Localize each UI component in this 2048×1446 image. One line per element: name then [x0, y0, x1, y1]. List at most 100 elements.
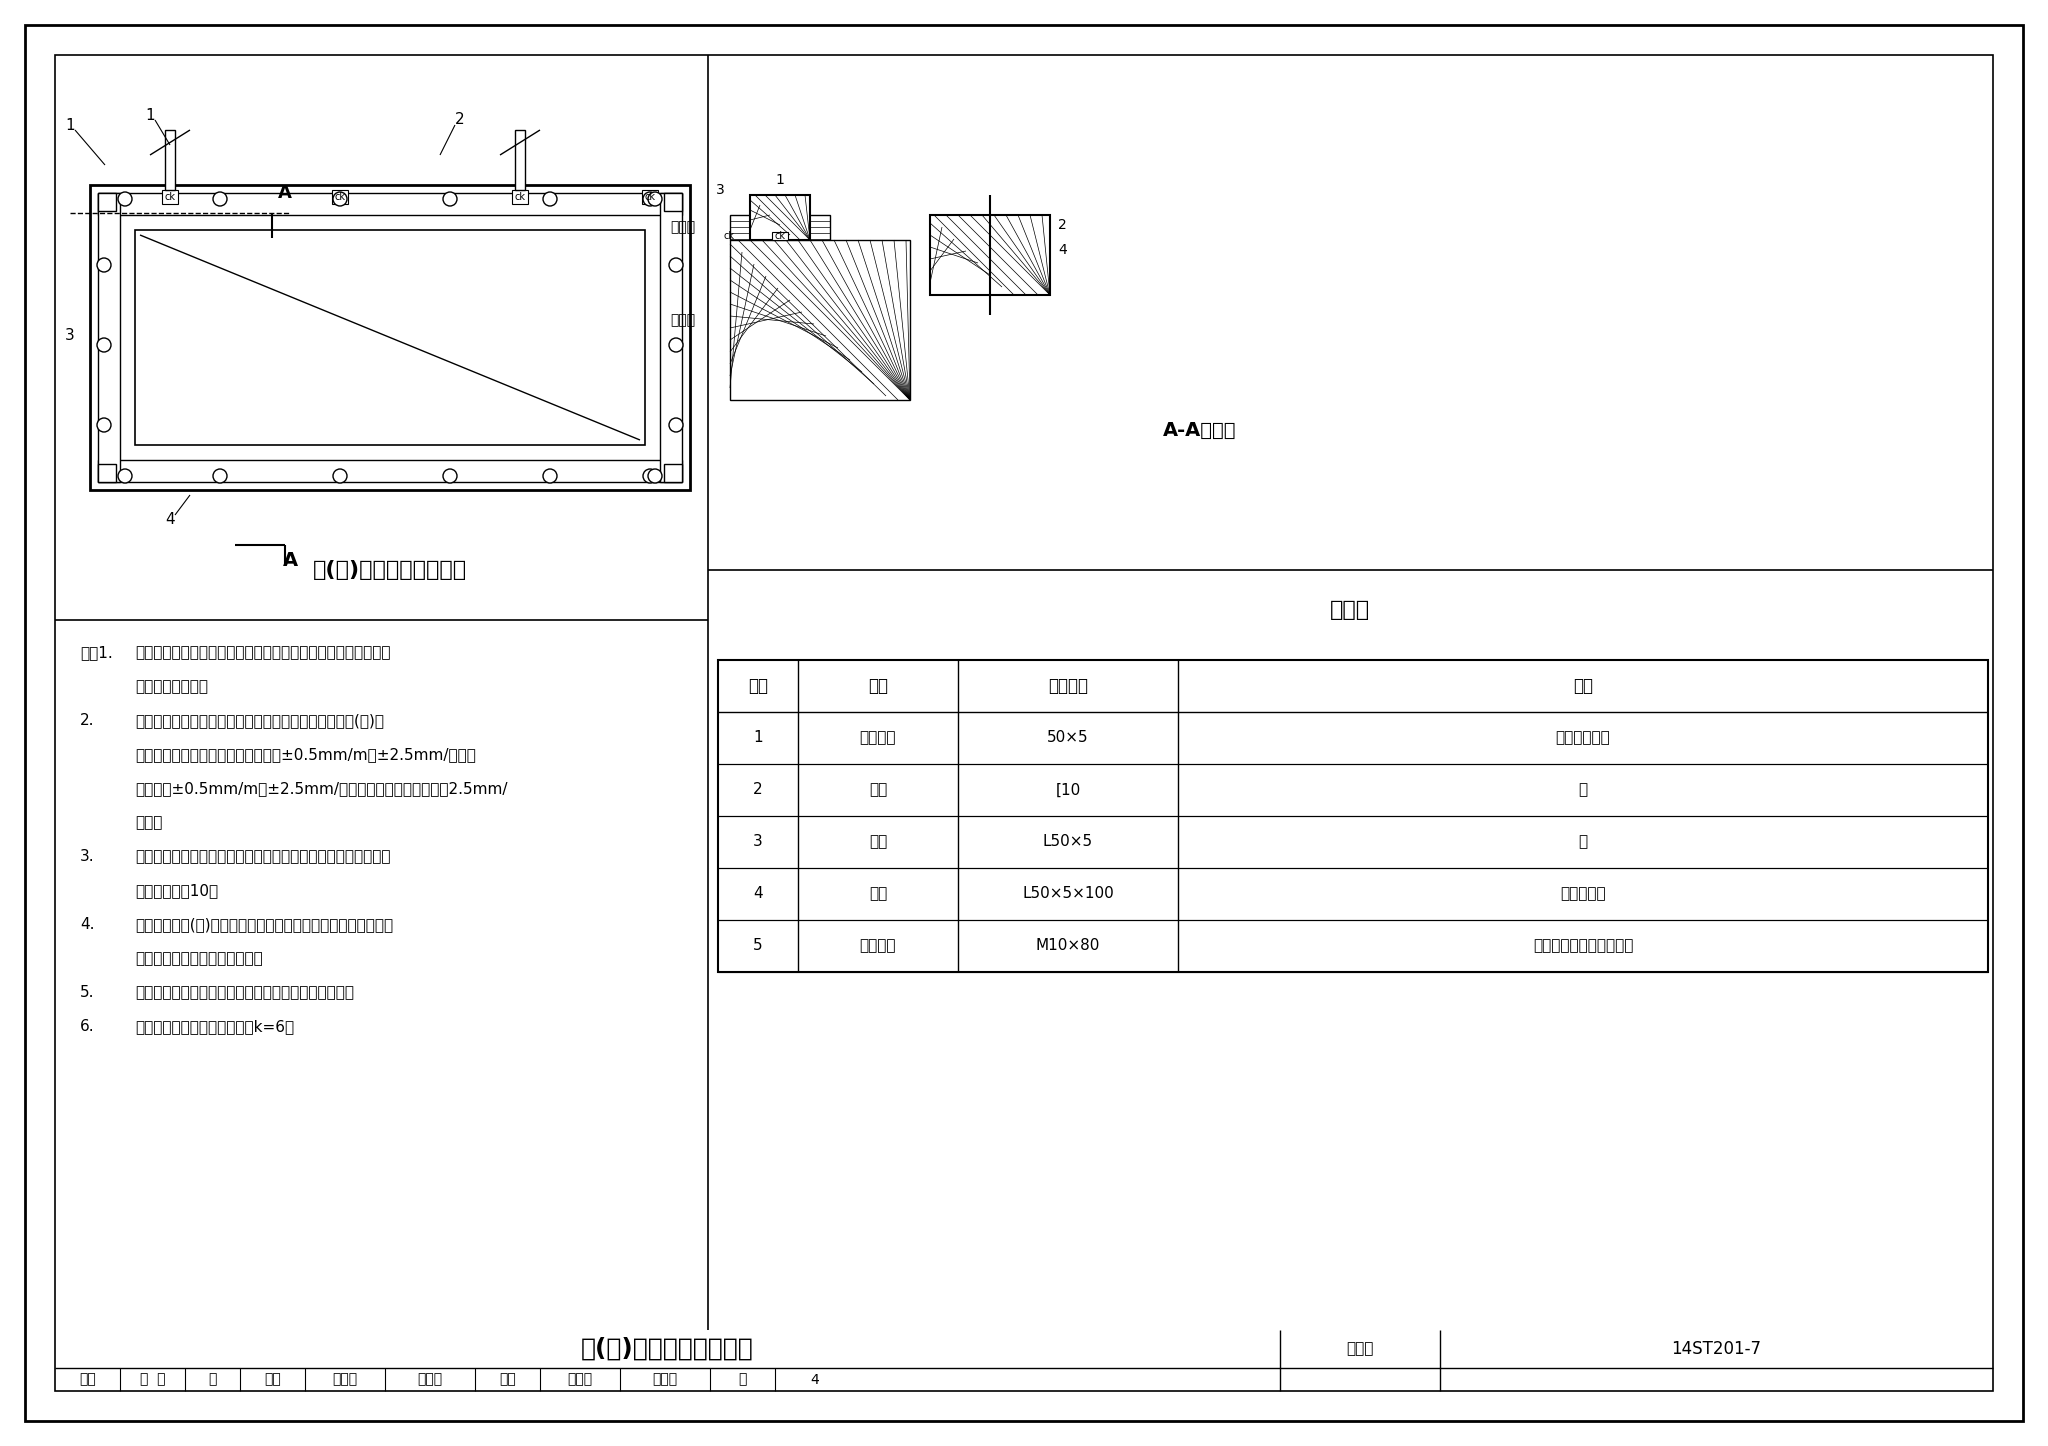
Bar: [729, 215, 829, 240]
Circle shape: [643, 192, 657, 205]
Text: 3: 3: [66, 327, 76, 343]
Text: 符，允许正负偏差应符合：不直度：±0.5mm/m、±2.5mm/全长，: 符，允许正负偏差应符合：不直度：±0.5mm/m、±2.5mm/全长，: [135, 748, 475, 762]
Text: 5: 5: [754, 938, 762, 953]
Text: 页: 页: [739, 1372, 748, 1387]
Text: 3.: 3.: [80, 849, 94, 865]
Text: 槽钢: 槽钢: [868, 782, 887, 798]
Bar: [98, 460, 682, 482]
Text: 3: 3: [717, 184, 725, 197]
Circle shape: [213, 192, 227, 205]
Bar: [98, 464, 117, 482]
Text: ck: ck: [164, 192, 176, 202]
Text: 基础型钢应有明显的可靠接地，金属框门应以铜软线与接地的金: 基础型钢应有明显的可靠接地，金属框门应以铜软线与接地的金: [135, 645, 391, 659]
Text: 蔡志刚: 蔡志刚: [332, 1372, 358, 1387]
Circle shape: [643, 469, 657, 483]
Text: 50×5: 50×5: [1047, 730, 1090, 746]
Text: 2: 2: [754, 782, 762, 798]
Text: 规格型号: 规格型号: [1049, 677, 1087, 696]
Text: L50×5: L50×5: [1042, 834, 1094, 849]
Text: 属框架可靠连接。: 属框架可靠连接。: [135, 680, 209, 694]
Text: 4: 4: [754, 886, 762, 901]
Text: 角钢: 角钢: [868, 834, 887, 849]
Text: 4: 4: [166, 512, 174, 528]
Text: 校对: 校对: [264, 1372, 281, 1387]
Text: [10: [10: [1055, 782, 1081, 798]
Text: 1: 1: [754, 730, 762, 746]
Text: 固定预埋件: 固定预埋件: [1561, 886, 1606, 901]
Text: 基础型钢安装后，其顶部标高在产品技术文件中没有要求时，宜: 基础型钢安装后，其顶部标高在产品技术文件中没有要求时，宜: [135, 849, 391, 865]
Bar: [659, 192, 682, 482]
Text: 蔡志刚: 蔡志刚: [418, 1372, 442, 1387]
Text: ck: ck: [645, 192, 655, 202]
Text: M10×80: M10×80: [1036, 938, 1100, 953]
Bar: [98, 192, 117, 211]
Text: 6.: 6.: [80, 1019, 94, 1034]
Text: 柜(屏)基础预埋件俯视图: 柜(屏)基础预埋件俯视图: [313, 560, 467, 580]
Text: 5.: 5.: [80, 985, 94, 1001]
Text: 设计: 设计: [500, 1372, 516, 1387]
Text: ck: ck: [334, 192, 346, 202]
Text: 王  磊: 王 磊: [139, 1372, 166, 1387]
Circle shape: [670, 257, 682, 272]
Text: 4.: 4.: [80, 917, 94, 933]
Text: 柜(屏)基础预埋件安装图: 柜(屏)基础预埋件安装图: [582, 1338, 754, 1361]
Text: 引至接地干线: 引至接地干线: [1556, 730, 1610, 746]
Circle shape: [670, 418, 682, 432]
Text: 材料表: 材料表: [1329, 600, 1370, 620]
Text: 名称: 名称: [868, 677, 889, 696]
Text: 控制、保护柜(屏)和自动装置盘等与基础型钢不宜焊接固定，应: 控制、保护柜(屏)和自动装置盘等与基础型钢不宜焊接固定，应: [135, 917, 393, 933]
Circle shape: [647, 469, 662, 483]
Bar: [664, 192, 682, 211]
Text: 基础型钢应按设计图纸或设备尺寸制作，其尺寸应与柜(屏)相: 基础型钢应按设计图纸或设备尺寸制作，其尺寸应与柜(屏)相: [135, 713, 385, 727]
Text: 接地扁钢: 接地扁钢: [860, 730, 897, 746]
Text: ck: ck: [774, 231, 786, 241]
Text: －: －: [1579, 782, 1587, 798]
Circle shape: [670, 338, 682, 351]
Text: ck: ck: [725, 231, 735, 241]
Text: 1: 1: [145, 107, 156, 123]
Circle shape: [213, 469, 227, 483]
Circle shape: [96, 257, 111, 272]
Text: A: A: [279, 184, 293, 202]
Text: 4: 4: [1059, 243, 1067, 257]
Bar: [772, 231, 788, 240]
Text: 结构层: 结构层: [670, 312, 694, 327]
Bar: [750, 195, 811, 240]
Text: 角钢: 角钢: [868, 886, 887, 901]
Bar: [719, 659, 1989, 972]
Text: 高出抹平地面10。: 高出抹平地面10。: [135, 884, 219, 898]
Text: 4: 4: [811, 1372, 819, 1387]
Text: 封彬彬: 封彬彬: [653, 1372, 678, 1387]
Bar: [641, 189, 657, 204]
Circle shape: [119, 192, 131, 205]
Text: 2: 2: [1059, 218, 1067, 231]
Circle shape: [543, 192, 557, 205]
Circle shape: [96, 418, 111, 432]
Circle shape: [647, 192, 662, 205]
Text: 1: 1: [66, 117, 76, 133]
Text: ck: ck: [514, 192, 526, 202]
Circle shape: [96, 338, 111, 351]
Text: 审核: 审核: [80, 1372, 96, 1387]
Text: L50×5×100: L50×5×100: [1022, 886, 1114, 901]
Text: －: －: [1579, 834, 1587, 849]
Text: 封彬彬: 封彬彬: [567, 1372, 592, 1387]
Bar: [162, 189, 178, 204]
Circle shape: [442, 469, 457, 483]
Text: 序号: 序号: [748, 677, 768, 696]
Circle shape: [334, 469, 346, 483]
Text: 备注: 备注: [1573, 677, 1593, 696]
Text: 采用螺栓与预埋基础型钢固定。: 采用螺栓与预埋基础型钢固定。: [135, 951, 262, 966]
Text: 注：1.: 注：1.: [80, 645, 113, 659]
Bar: [514, 130, 524, 189]
Text: 1: 1: [776, 174, 784, 187]
Circle shape: [543, 469, 557, 483]
Bar: [729, 240, 909, 401]
Text: 不平度：±0.5mm/m、±2.5mm/全长，位置偏差及不平度：2.5mm/: 不平度：±0.5mm/m、±2.5mm/全长，位置偏差及不平度：2.5mm/: [135, 781, 508, 795]
Text: 膨胀螺栓: 膨胀螺栓: [860, 938, 897, 953]
Bar: [90, 185, 690, 490]
Bar: [512, 189, 528, 204]
Bar: [332, 189, 348, 204]
Circle shape: [119, 469, 131, 483]
Text: 基础预埋件材料清单仅供参考，具体以施工图纸为准。: 基础预埋件材料清单仅供参考，具体以施工图纸为准。: [135, 985, 354, 1001]
